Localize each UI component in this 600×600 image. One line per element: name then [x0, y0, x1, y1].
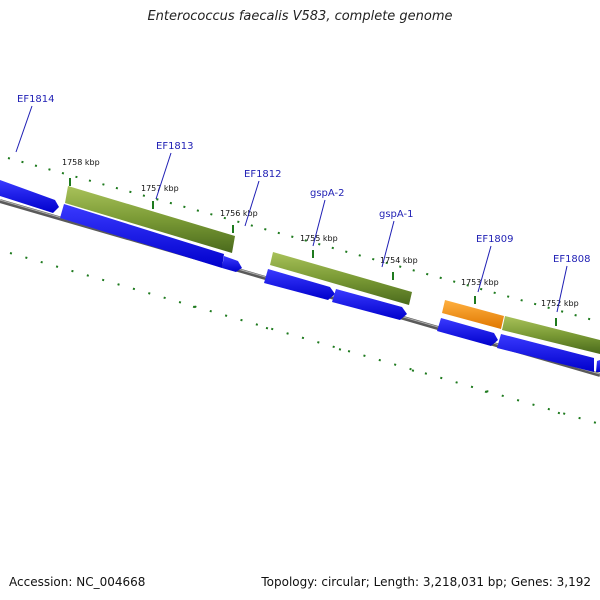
rna-features — [442, 300, 504, 329]
gene-label-ef1808[interactable]: EF1808 — [553, 254, 591, 265]
gene-feature-ef1813[interactable] — [65, 186, 235, 253]
leader-ef1814 — [15, 105, 33, 153]
leader-ef1809 — [477, 245, 492, 293]
rna-feature-ef1809[interactable] — [442, 300, 504, 329]
cds-arrow-gspa-1[interactable] — [332, 289, 407, 320]
genome-summary-text: Topology: circular; Length: 3,218,031 bp… — [261, 575, 591, 589]
leader-ef1808 — [556, 265, 568, 313]
cds-arrow-ef1813[interactable] — [60, 204, 224, 268]
tick-label: 1755 kbp — [300, 234, 338, 243]
tick-label: 1753 kbp — [461, 278, 499, 287]
gene-label-ef1813[interactable]: EF1813 — [156, 141, 194, 152]
cds-arrow-ef1814[interactable] — [0, 180, 59, 213]
gene-feature-ef1808[interactable] — [502, 316, 600, 354]
tick-label: 1758 kbp — [62, 158, 100, 167]
tick-label: 1754 kbp — [380, 256, 418, 265]
leader-gspa-1 — [381, 220, 395, 268]
cds-arrow-gspa-2[interactable] — [264, 269, 335, 300]
cds-arrow-partial[interactable] — [596, 360, 600, 372]
gene-label-ef1809[interactable]: EF1809 — [476, 234, 514, 245]
leader-gspa-2 — [312, 199, 326, 247]
accession-text: Accession: NC_004668 — [9, 575, 146, 589]
cds-arrow-ef1809[interactable] — [437, 318, 498, 346]
leader-ef1812 — [244, 180, 260, 227]
gene-label-ef1814[interactable]: EF1814 — [17, 94, 55, 105]
map-title: Enterococcus faecalis V583, complete gen… — [147, 9, 453, 24]
gene-label-leaders — [15, 105, 568, 313]
cds-arrow-ef1812[interactable] — [222, 256, 242, 272]
kbp-ticks — [69, 178, 557, 326]
gene-label-ef1812[interactable]: EF1812 — [244, 169, 282, 180]
gene-labels: EF1814 EF1813 EF1812 gspA-2 gspA-1 EF180… — [17, 94, 591, 265]
gene-feature-gspa-2[interactable] — [270, 252, 412, 305]
tick-label: 1752 kbp — [541, 299, 579, 308]
tick-label: 1756 kbp — [220, 209, 258, 218]
cds-arrow-ef1808[interactable] — [497, 334, 594, 372]
leader-ef1813 — [155, 152, 172, 200]
gene-features — [65, 186, 600, 354]
gene-label-gspa-1[interactable]: gspA-1 — [379, 209, 414, 220]
gene-label-gspa-2[interactable]: gspA-2 — [310, 188, 345, 199]
cds-features — [0, 180, 600, 372]
